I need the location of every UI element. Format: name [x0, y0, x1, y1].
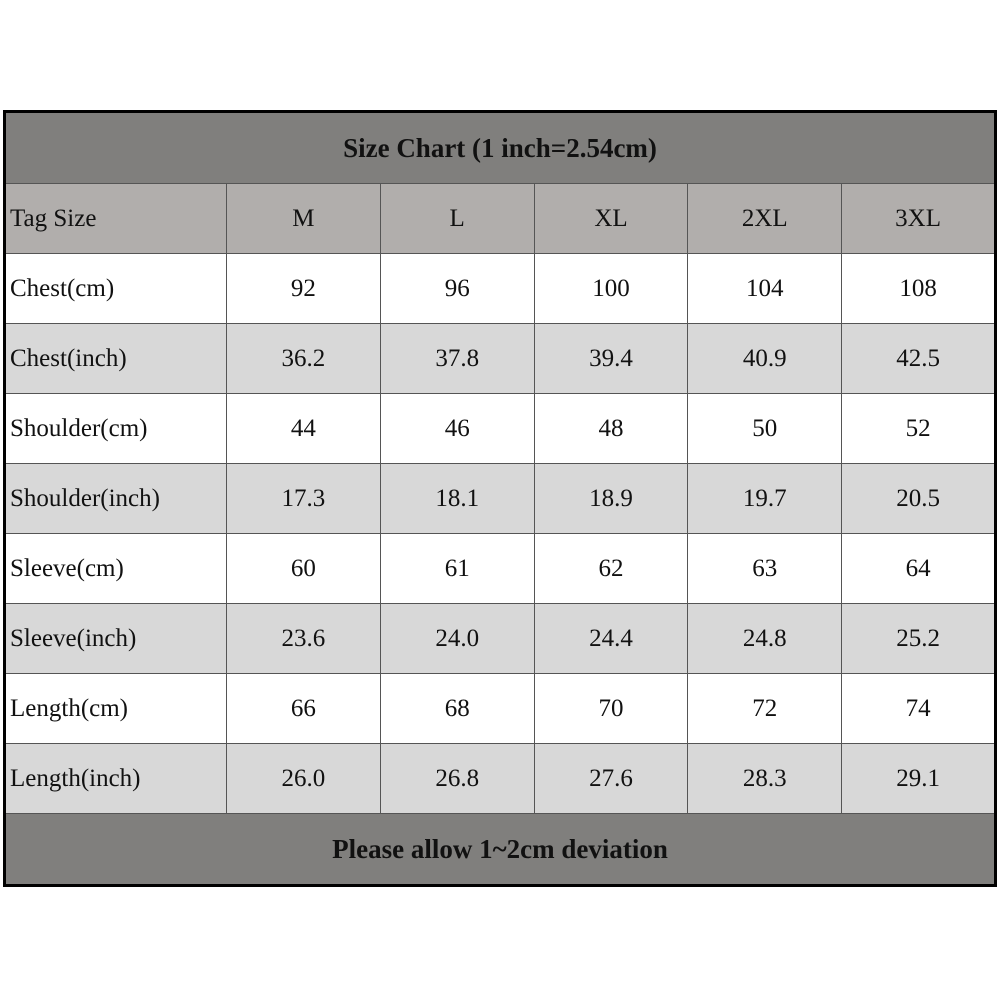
cell: M — [226, 183, 381, 254]
cell: 44 — [226, 393, 381, 464]
cell: 24.0 — [379, 603, 535, 674]
row-label: Chest(inch) — [4, 323, 227, 394]
cell: 28.3 — [687, 743, 843, 814]
cell: 36.2 — [226, 323, 381, 394]
cell: 61 — [379, 533, 535, 604]
row-label: Sleeve(cm) — [4, 533, 227, 604]
row-label: Length(inch) — [4, 743, 227, 814]
cell: 74 — [841, 673, 996, 744]
row-label: Shoulder(cm) — [4, 393, 227, 464]
cell: 24.4 — [533, 603, 689, 674]
cell: 96 — [379, 253, 535, 324]
table-row: Tag Size M L XL 2XL 3XL — [4, 183, 996, 254]
footer-row: Please allow 1~2cm deviation — [4, 813, 996, 886]
cell: 92 — [226, 253, 381, 324]
cell: 26.0 — [226, 743, 381, 814]
cell: 18.9 — [533, 463, 689, 534]
cell: 104 — [687, 253, 843, 324]
row-label: Shoulder(inch) — [4, 463, 227, 534]
cell: 100 — [533, 253, 689, 324]
cell: 18.1 — [379, 463, 535, 534]
cell: 68 — [379, 673, 535, 744]
cell: 17.3 — [226, 463, 381, 534]
cell: 60 — [226, 533, 381, 604]
cell: 24.8 — [687, 603, 843, 674]
table-row: Length(inch) 26.0 26.8 27.6 28.3 29.1 — [4, 743, 996, 814]
cell: 46 — [379, 393, 535, 464]
table-row: Shoulder(inch) 17.3 18.1 18.9 19.7 20.5 — [4, 463, 996, 534]
row-label: Sleeve(inch) — [4, 603, 227, 674]
cell: 37.8 — [379, 323, 535, 394]
footer: Please allow 1~2cm deviation — [4, 813, 996, 886]
table-body: Size Chart (1 inch=2.54cm) Tag Size M L XL 2… — [4, 111, 996, 886]
table-row: Shoulder(cm) 44 46 48 50 52 — [4, 393, 996, 464]
cell: 40.9 — [687, 323, 843, 394]
cell: 66 — [226, 673, 381, 744]
cell: 48 — [533, 393, 689, 464]
cell: 25.2 — [841, 603, 996, 674]
row-label: Chest(cm) — [4, 253, 227, 324]
cell: 50 — [687, 393, 843, 464]
cell: 39.4 — [533, 323, 689, 394]
cell: 29.1 — [841, 743, 996, 814]
cell: L — [379, 183, 535, 254]
cell: 2XL — [687, 183, 843, 254]
title-row: Size Chart (1 inch=2.54cm) — [4, 111, 996, 184]
table-row: Sleeve(cm) 60 61 62 63 64 — [4, 533, 996, 604]
cell: 108 — [841, 253, 996, 324]
cell: 70 — [533, 673, 689, 744]
row-label: Tag Size — [4, 183, 227, 254]
cell: 64 — [841, 533, 996, 604]
cell: XL — [533, 183, 689, 254]
cell: 3XL — [841, 183, 996, 254]
cell: 72 — [687, 673, 843, 744]
cell: 42.5 — [841, 323, 996, 394]
cell: 19.7 — [687, 463, 843, 534]
table-row: Chest(inch) 36.2 37.8 39.4 40.9 42.5 — [4, 323, 996, 394]
row-label: Length(cm) — [4, 673, 227, 744]
size-chart: Size Chart (1 inch=2.54cm) Tag Size M L XL 2… — [3, 110, 997, 887]
cell: 27.6 — [533, 743, 689, 814]
cell: 63 — [687, 533, 843, 604]
cell: 23.6 — [226, 603, 381, 674]
table-row: Length(cm) 66 68 70 72 74 — [4, 673, 996, 744]
cell: 62 — [533, 533, 689, 604]
cell: 26.8 — [379, 743, 535, 814]
table-row: Sleeve(inch) 23.6 24.0 24.4 24.8 25.2 — [4, 603, 996, 674]
table-row: Chest(cm) 92 96 100 104 108 — [4, 253, 996, 324]
title: Size Chart (1 inch=2.54cm) — [4, 111, 996, 184]
cell: 52 — [841, 393, 996, 464]
cell: 20.5 — [841, 463, 996, 534]
